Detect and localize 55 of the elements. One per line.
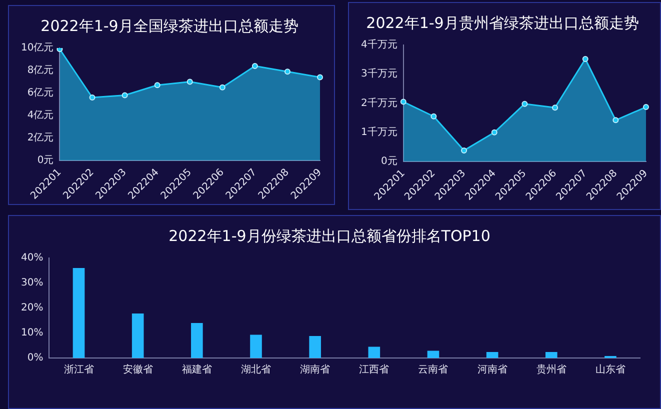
chart-title: 2022年1-9月份绿茶进出口总额省份排名TOP10 [168, 226, 490, 245]
y-tick-label: 4千万元 [360, 38, 398, 51]
x-tick-label: 安徽省 [122, 364, 153, 376]
point [552, 104, 558, 111]
y-tick-label: 3千万元 [360, 68, 398, 80]
bar [309, 336, 321, 358]
point [122, 92, 128, 98]
y-tick-label: 10亿元 [20, 42, 54, 54]
point [186, 78, 193, 85]
chart-title: 2022年1-9月全国绿茶进出口总额走势 [40, 16, 298, 35]
x-tick-label: 贵州省 [536, 364, 566, 376]
x-tick-label: 江西省 [359, 364, 390, 376]
y-tick-label: 20% [20, 302, 44, 314]
y-tick-label: 0元 [37, 155, 54, 166]
y-tick-label: 2亿元 [27, 132, 54, 144]
bar [191, 323, 203, 358]
point [582, 56, 588, 62]
y-tick-label: 10% [20, 328, 44, 339]
y-tick-label: 4亿元 [27, 110, 54, 122]
point [89, 94, 96, 101]
chart-title: 2022年1-9月贵州省绿茶进出口总额走势 [366, 14, 639, 32]
point [317, 74, 323, 80]
x-tick-label: 浙江省 [64, 364, 94, 376]
bar [427, 350, 440, 358]
point [522, 100, 528, 107]
bar [72, 268, 85, 358]
x-tick-label: 山东省 [595, 364, 626, 376]
bar [132, 314, 144, 358]
y-tick-label: 40% [20, 252, 44, 264]
x-tick-label: 河南省 [477, 364, 508, 376]
bar [545, 352, 558, 358]
point [400, 98, 406, 105]
y-tick-label: 30% [20, 278, 44, 289]
point [284, 68, 290, 75]
point [219, 84, 226, 90]
x-tick-label: 福建省 [182, 364, 212, 376]
point [430, 113, 437, 120]
y-tick-label: 0元 [380, 156, 398, 168]
y-tick-label: 8亿元 [27, 65, 54, 76]
point [612, 117, 619, 124]
x-tick-label: 湖南省 [300, 364, 330, 376]
point [252, 63, 258, 70]
bar [250, 334, 262, 358]
point [491, 129, 498, 136]
bar [368, 346, 380, 358]
y-tick-label: 2千万元 [360, 96, 398, 109]
y-tick-label: 6亿元 [27, 88, 54, 99]
y-tick-label: 0% [27, 352, 44, 364]
point [154, 82, 160, 88]
y-tick-label: 1千万元 [360, 126, 398, 138]
point [461, 147, 468, 154]
bar [486, 352, 498, 358]
point [643, 104, 649, 110]
x-tick-label: 湖北省 [240, 364, 271, 376]
x-tick-label: 云南省 [418, 364, 448, 376]
